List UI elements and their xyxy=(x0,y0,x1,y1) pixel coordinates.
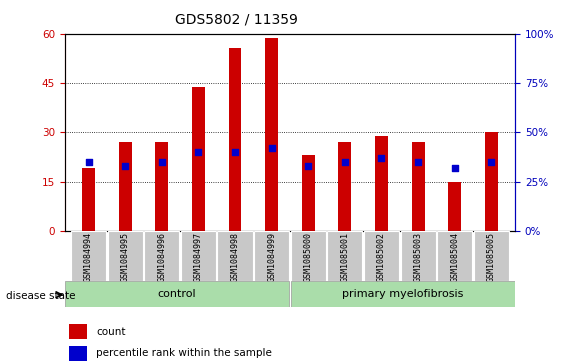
Point xyxy=(414,159,423,165)
Text: GDS5802 / 11359: GDS5802 / 11359 xyxy=(175,13,298,27)
Bar xyxy=(448,182,461,231)
Bar xyxy=(119,142,132,231)
Text: control: control xyxy=(158,289,196,299)
Bar xyxy=(69,346,87,361)
Bar xyxy=(108,231,143,281)
Bar xyxy=(302,155,315,231)
Text: GSM1084998: GSM1084998 xyxy=(230,232,239,282)
Text: GSM1085003: GSM1085003 xyxy=(414,232,423,282)
Point xyxy=(267,145,276,151)
Bar xyxy=(364,231,399,281)
Bar xyxy=(291,231,326,281)
Bar xyxy=(400,231,436,281)
Text: GSM1084995: GSM1084995 xyxy=(120,232,129,282)
Bar xyxy=(474,231,509,281)
Point xyxy=(84,159,93,165)
Point xyxy=(450,165,459,171)
Text: GSM1084994: GSM1084994 xyxy=(84,232,93,282)
Bar xyxy=(229,48,242,231)
Text: GSM1085004: GSM1085004 xyxy=(450,232,459,282)
Text: primary myelofibrosis: primary myelofibrosis xyxy=(342,289,463,299)
Bar xyxy=(327,231,363,281)
Point xyxy=(230,149,239,155)
Text: disease state: disease state xyxy=(6,291,75,301)
Text: GSM1084997: GSM1084997 xyxy=(194,232,203,282)
Text: GSM1085005: GSM1085005 xyxy=(487,232,496,282)
Bar xyxy=(192,87,205,231)
Bar xyxy=(485,132,498,231)
Point xyxy=(377,155,386,161)
Bar xyxy=(217,231,253,281)
Bar xyxy=(437,231,472,281)
Bar xyxy=(412,142,425,231)
Text: GSM1085000: GSM1085000 xyxy=(304,232,313,282)
Bar xyxy=(69,324,87,339)
Point xyxy=(157,159,166,165)
Point xyxy=(120,163,129,169)
Bar xyxy=(181,231,216,281)
Text: GSM1084999: GSM1084999 xyxy=(267,232,276,282)
Point xyxy=(341,159,350,165)
Text: count: count xyxy=(96,327,126,337)
Point xyxy=(194,149,203,155)
Point xyxy=(487,159,496,165)
Bar xyxy=(65,281,289,307)
Bar xyxy=(254,231,289,281)
Bar xyxy=(375,136,388,231)
Bar xyxy=(71,231,106,281)
Point xyxy=(304,163,313,169)
Bar xyxy=(82,168,95,231)
Text: percentile rank within the sample: percentile rank within the sample xyxy=(96,348,272,358)
Text: GSM1084996: GSM1084996 xyxy=(157,232,166,282)
Text: GSM1085002: GSM1085002 xyxy=(377,232,386,282)
Bar xyxy=(144,231,180,281)
Bar xyxy=(265,38,278,231)
Bar xyxy=(291,281,515,307)
Bar xyxy=(155,142,168,231)
Text: GSM1085001: GSM1085001 xyxy=(341,232,350,282)
Bar xyxy=(338,142,351,231)
